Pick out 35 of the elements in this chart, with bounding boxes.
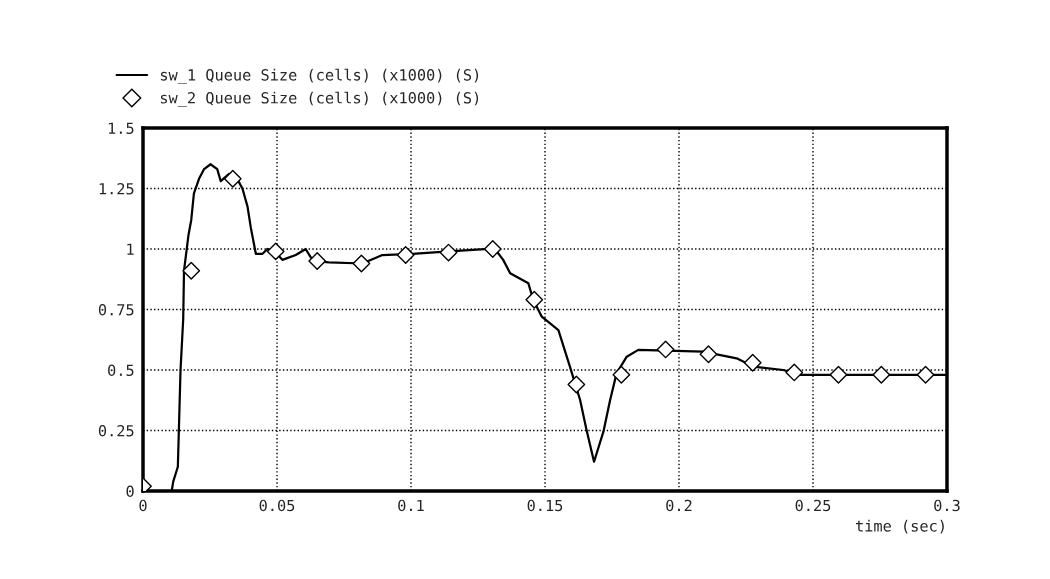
y-tick-label: 0.75 <box>98 303 134 316</box>
point <box>308 252 327 270</box>
point <box>396 246 415 264</box>
legend-label: sw_2 Queue Size (cells) (x1000) (S) <box>160 91 479 107</box>
point <box>567 375 586 394</box>
x-tick-label: 0 <box>139 499 147 512</box>
point <box>223 169 242 188</box>
point <box>916 365 935 384</box>
point <box>483 240 502 258</box>
x-tick-label: 0.2 <box>666 499 692 512</box>
point <box>266 242 285 261</box>
point <box>525 290 544 309</box>
point <box>182 261 201 280</box>
x-axis-title: time (sec) <box>855 519 944 534</box>
point <box>612 365 631 384</box>
y-tick-label: 1.5 <box>108 122 134 135</box>
point <box>699 345 718 364</box>
y-tick-label: 0 <box>126 485 134 498</box>
point <box>743 353 762 372</box>
point <box>785 363 804 382</box>
y-tick-label: 1.25 <box>99 182 134 195</box>
x-tick-label: 0.25 <box>795 499 831 512</box>
point <box>829 365 848 384</box>
x-tick-label: 0.05 <box>259 499 295 512</box>
y-tick-label: 0.5 <box>108 364 134 377</box>
legend-label: sw_1 Queue Size (cells) (x1000) (S) <box>160 68 479 85</box>
y-tick-label: 1 <box>127 243 134 255</box>
point <box>439 243 458 262</box>
point <box>656 340 675 359</box>
point <box>872 365 891 384</box>
y-tick-label: 0.25 <box>98 424 134 437</box>
x-tick-label: 0.3 <box>934 499 960 512</box>
point <box>352 254 371 273</box>
x-tick-label: 0.15 <box>527 499 563 512</box>
x-tick-label: 0.1 <box>398 499 424 512</box>
